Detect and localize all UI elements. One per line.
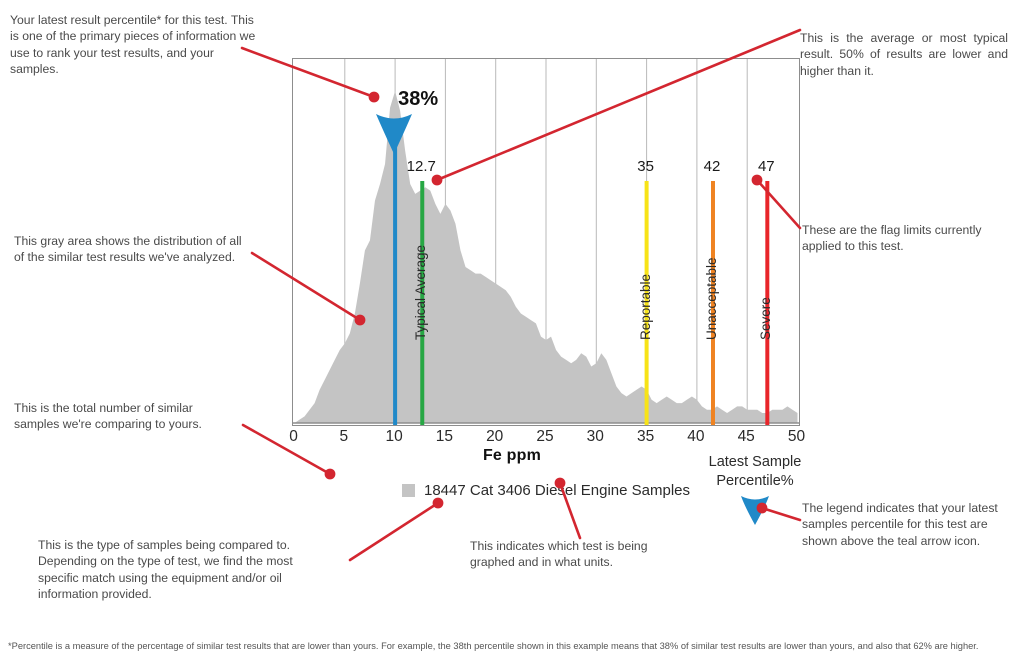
distribution-chart — [292, 58, 800, 426]
latest-sample-legend: Latest Sample Percentile% — [700, 453, 810, 532]
x-axis-title: Fe ppm — [482, 447, 542, 464]
annotation-flag-limits: These are the flag limits currently appl… — [802, 223, 982, 254]
marker-name-reportable: Reportable — [637, 273, 653, 340]
x-tick-30: 30 — [586, 428, 604, 445]
x-tick-5: 5 — [339, 428, 349, 445]
x-tick-15: 15 — [435, 428, 454, 445]
chart-plot-area — [293, 59, 799, 425]
chart-legend: 18447 Cat 3406 Diesel Engine Samples — [292, 482, 800, 499]
annotation-percentile: Your latest result percentile* for this … — [10, 13, 256, 77]
x-tick-50: 50 — [787, 428, 806, 445]
x-tick-10: 10 — [385, 428, 403, 445]
marker-value-reportable: 35 — [637, 158, 654, 175]
annotation-average: This is the average or most typical resu… — [800, 31, 1008, 78]
legend-label-distribution: 18447 Cat 3406 Diesel Engine Samples — [423, 482, 690, 499]
percentile-callout-label: 38% — [398, 88, 439, 110]
x-tick-45: 45 — [737, 428, 755, 445]
x-tick-0: 0 — [289, 428, 298, 445]
teal-arrow-icon — [700, 493, 810, 532]
latest-sample-legend-line1: Latest Sample — [708, 454, 802, 470]
x-tick-35: 35 — [636, 428, 655, 445]
annotation-total-samples: This is the total number of similar samp… — [14, 401, 202, 432]
marker-name-typical-average: Typical Average — [413, 244, 429, 340]
annotation-test-units: This indicates which test is being graph… — [470, 539, 648, 570]
x-tick-40: 40 — [687, 428, 705, 445]
percentile-arrow-icon — [371, 110, 417, 161]
marker-value-unacceptable: 42 — [703, 158, 721, 175]
annotation-legend-note: The legend indicates that your latest sa… — [802, 501, 998, 548]
marker-value-severe: 47 — [757, 158, 775, 175]
x-tick-25: 25 — [536, 428, 554, 445]
annotation-sample-type: This is the type of samples being compar… — [38, 538, 293, 602]
latest-sample-legend-line2: Percentile% — [716, 473, 794, 489]
x-tick-20: 20 — [486, 428, 504, 445]
marker-value-typical-average: 12.7 — [406, 158, 436, 175]
legend-swatch-distribution — [401, 484, 415, 497]
annotation-distribution: This gray area shows the distribution of… — [14, 234, 242, 265]
footnote: *Percentile is a measure of the percenta… — [8, 641, 979, 651]
marker-name-unacceptable: Unacceptable — [703, 257, 719, 340]
marker-name-severe: Severe — [758, 297, 774, 340]
